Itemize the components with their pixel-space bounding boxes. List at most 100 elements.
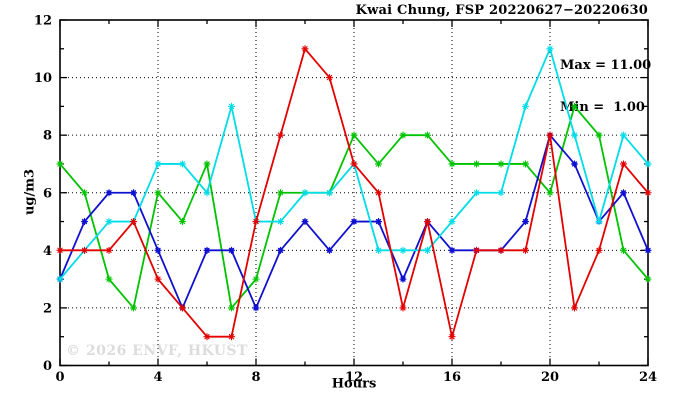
marker-cyan	[277, 218, 284, 226]
marker-green	[252, 275, 260, 283]
marker-cyan	[399, 246, 407, 254]
marker-green	[497, 160, 505, 168]
marker-green	[228, 304, 235, 312]
marker-red	[179, 304, 186, 312]
marker-red	[56, 246, 64, 254]
marker-red	[154, 275, 162, 283]
marker-green	[620, 246, 627, 254]
x-tick-label: 24	[639, 370, 657, 385]
marker-cyan	[56, 275, 64, 283]
marker-red	[326, 74, 333, 82]
marker-green	[424, 131, 431, 139]
marker-green	[546, 189, 554, 197]
marker-blue	[375, 218, 382, 226]
marker-cyan	[546, 45, 554, 53]
marker-red	[301, 45, 309, 53]
marker-cyan	[154, 160, 162, 168]
marker-cyan	[522, 102, 529, 110]
marker-red	[81, 246, 88, 254]
marker-red	[350, 160, 358, 168]
watermark: © 2026 ENVF, HKUST	[66, 343, 248, 359]
marker-blue	[522, 218, 529, 226]
x-tick-label: 20	[541, 370, 559, 385]
marker-cyan	[644, 160, 652, 168]
marker-red	[203, 333, 211, 341]
marker-green	[203, 160, 211, 168]
marker-red	[277, 131, 284, 139]
marker-blue	[203, 246, 211, 254]
y-tick-label: 10	[34, 71, 52, 86]
marker-cyan	[497, 189, 505, 197]
marker-green	[375, 160, 382, 168]
marker-blue	[228, 246, 235, 254]
y-tick-label: 0	[43, 359, 52, 374]
stats-annotation: Max = 11.00 Min = 1.00	[560, 31, 651, 143]
marker-red	[473, 246, 480, 254]
marker-red	[522, 246, 529, 254]
marker-blue	[644, 246, 652, 254]
marker-red	[375, 189, 382, 197]
marker-red	[399, 304, 407, 312]
marker-green	[277, 189, 284, 197]
marker-cyan	[228, 102, 235, 110]
marker-blue	[277, 246, 284, 254]
marker-cyan	[473, 189, 480, 197]
marker-cyan	[301, 189, 309, 197]
y-tick-label: 8	[43, 129, 52, 144]
marker-blue	[350, 218, 358, 226]
marker-cyan	[326, 189, 333, 197]
marker-green	[56, 160, 64, 168]
marker-green	[571, 102, 578, 110]
y-tick-label: 2	[43, 301, 52, 316]
marker-red	[620, 160, 627, 168]
marker-cyan	[448, 218, 456, 226]
marker-red	[595, 246, 603, 254]
marker-red	[546, 131, 554, 139]
x-tick-label: 16	[443, 370, 461, 385]
y-tick-label: 4	[43, 244, 52, 259]
max-label: Max = 11.00	[560, 58, 652, 73]
marker-cyan	[203, 189, 211, 197]
marker-red	[497, 246, 505, 254]
marker-cyan	[424, 246, 431, 254]
marker-cyan	[105, 218, 113, 226]
marker-green	[448, 160, 456, 168]
marker-green	[644, 275, 652, 283]
marker-cyan	[620, 131, 627, 139]
x-tick-label: 0	[55, 370, 64, 385]
marker-green	[154, 189, 162, 197]
marker-red	[228, 333, 235, 341]
marker-green	[350, 131, 358, 139]
marker-green	[105, 275, 113, 283]
marker-blue	[399, 275, 407, 283]
marker-blue	[81, 218, 88, 226]
x-tick-label: 8	[251, 370, 260, 385]
marker-green	[399, 131, 407, 139]
marker-red	[644, 189, 652, 197]
marker-red	[130, 218, 137, 226]
marker-red	[448, 333, 456, 341]
marker-blue	[301, 218, 309, 226]
marker-red	[105, 246, 113, 254]
marker-blue	[620, 189, 627, 197]
marker-red	[252, 218, 260, 226]
y-tick-label: 6	[43, 186, 52, 201]
marker-cyan	[571, 131, 578, 139]
x-tick-label: 4	[153, 370, 162, 385]
marker-cyan	[179, 160, 186, 168]
marker-blue	[130, 189, 137, 197]
marker-red	[424, 218, 431, 226]
x-axis-label: Hours	[331, 376, 377, 392]
y-tick-label: 12	[34, 14, 52, 29]
x-tick-label: 12	[345, 370, 363, 385]
marker-blue	[571, 160, 578, 168]
marker-blue	[326, 246, 333, 254]
marker-blue	[154, 246, 162, 254]
marker-green	[81, 189, 88, 197]
marker-green	[595, 131, 603, 139]
marker-cyan	[595, 218, 603, 226]
chart-title: Kwai Chung, FSP 20220627−20220630	[355, 3, 648, 18]
marker-green	[522, 160, 529, 168]
